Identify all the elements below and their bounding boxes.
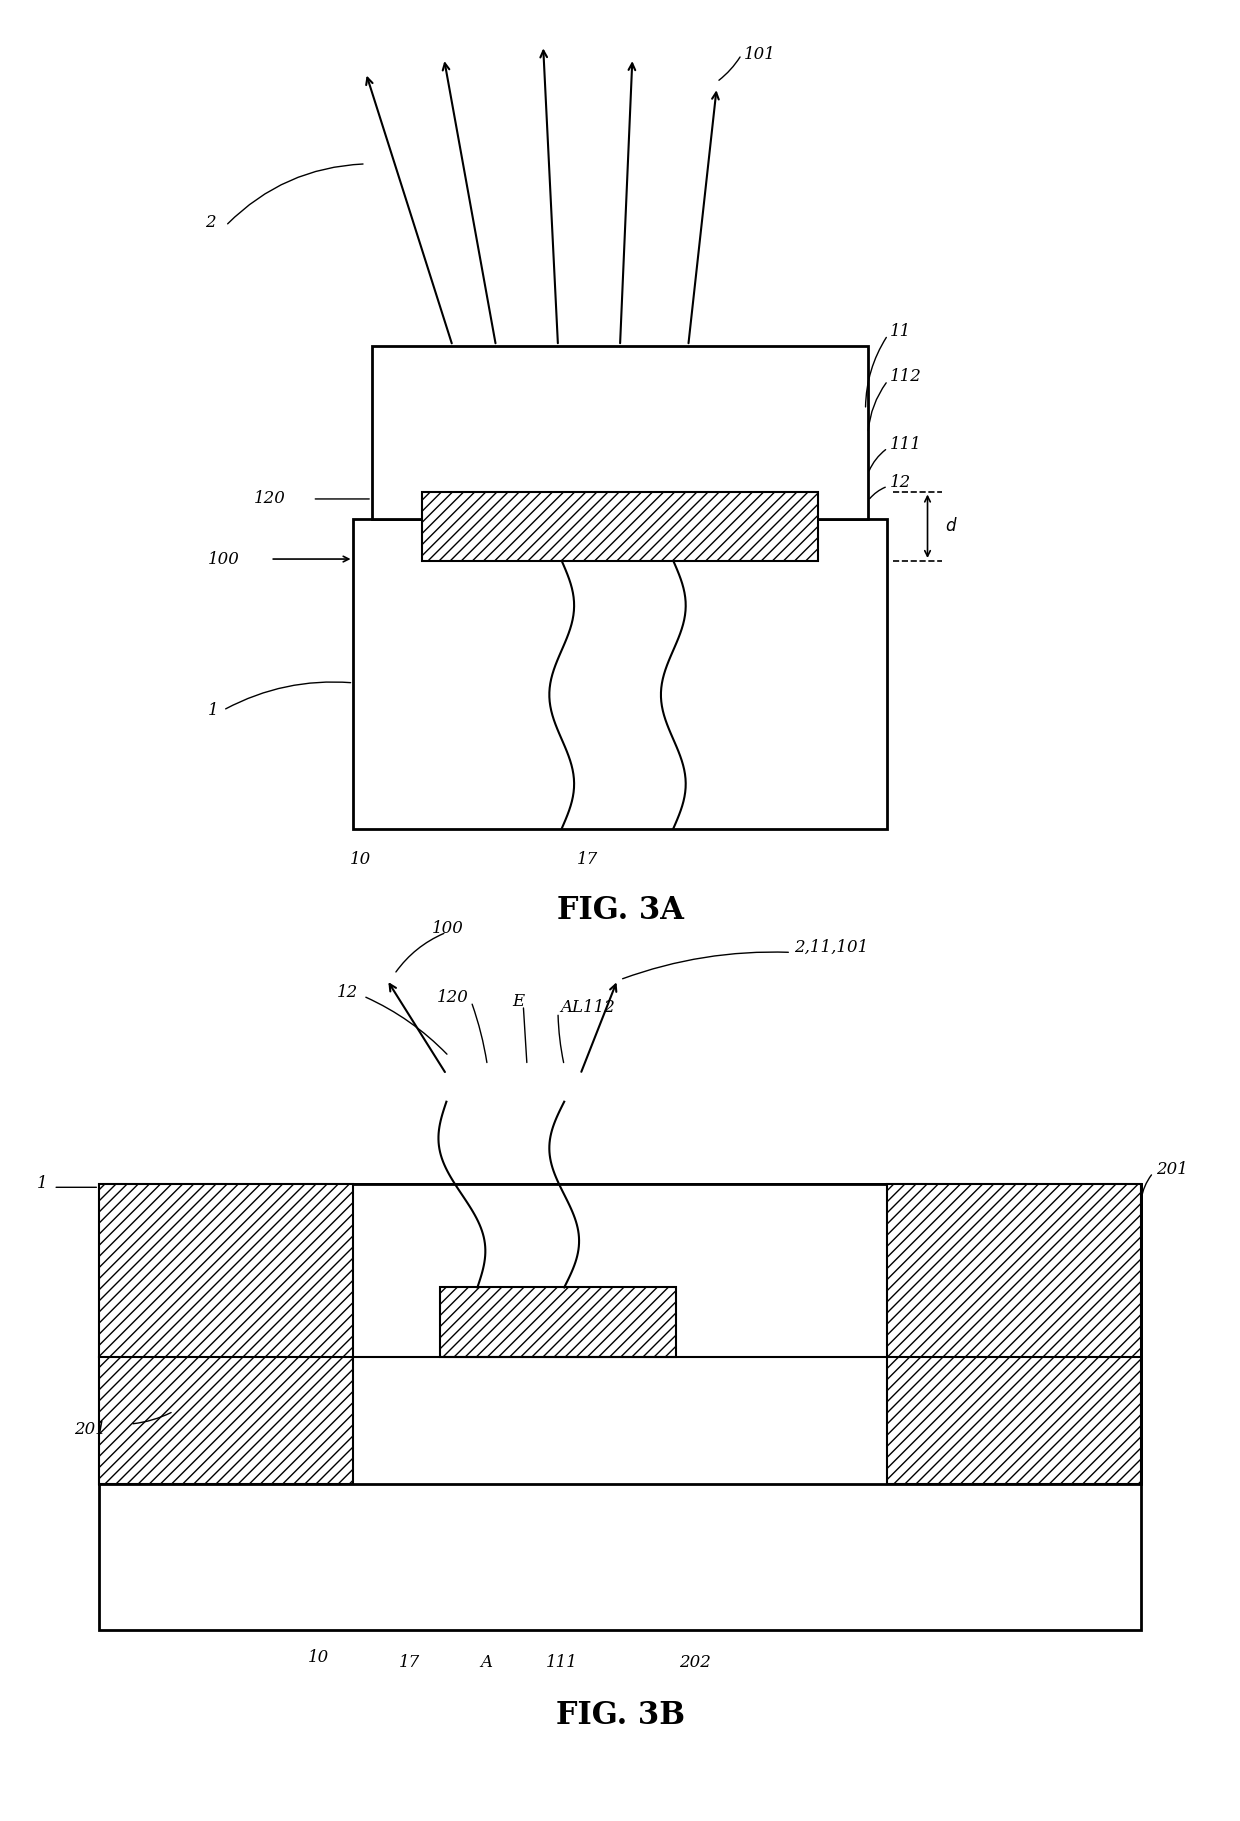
Text: 111: 111 [890, 435, 923, 453]
Text: A: A [480, 1653, 492, 1672]
Text: 10: 10 [350, 850, 371, 869]
Text: 120: 120 [254, 490, 286, 508]
Text: 17: 17 [399, 1653, 420, 1672]
Text: 201: 201 [74, 1420, 107, 1439]
Text: 17: 17 [577, 850, 598, 869]
Text: 1: 1 [208, 701, 219, 719]
Bar [353, 519, 887, 829]
Text: $d$: $d$ [945, 517, 957, 535]
Text: 10: 10 [308, 1648, 329, 1666]
Text: 2,11,101: 2,11,101 [794, 938, 868, 956]
Bar [372, 346, 868, 519]
Text: FIG. 3A: FIG. 3A [557, 894, 683, 927]
Text: 12: 12 [337, 983, 358, 1002]
Text: 2: 2 [205, 213, 216, 231]
Text: 11: 11 [890, 322, 911, 341]
Bar [99, 1184, 353, 1484]
Text: E: E [512, 992, 525, 1011]
Text: FIG. 3B: FIG. 3B [556, 1699, 684, 1732]
Text: 112: 112 [890, 368, 923, 386]
Text: 100: 100 [432, 920, 464, 938]
Text: 101: 101 [744, 46, 776, 64]
Bar [99, 1184, 1141, 1484]
Text: 202: 202 [680, 1653, 712, 1672]
Text: 1: 1 [37, 1175, 48, 1193]
Bar [887, 1184, 1141, 1484]
Bar [422, 492, 818, 561]
Text: 12: 12 [890, 473, 911, 492]
Text: 111: 111 [546, 1653, 578, 1672]
Text: AL112: AL112 [560, 998, 615, 1016]
Text: 100: 100 [208, 550, 241, 568]
Bar [440, 1287, 676, 1357]
Text: 201: 201 [1156, 1160, 1188, 1178]
Bar [99, 1184, 1141, 1630]
Text: 120: 120 [436, 989, 469, 1007]
